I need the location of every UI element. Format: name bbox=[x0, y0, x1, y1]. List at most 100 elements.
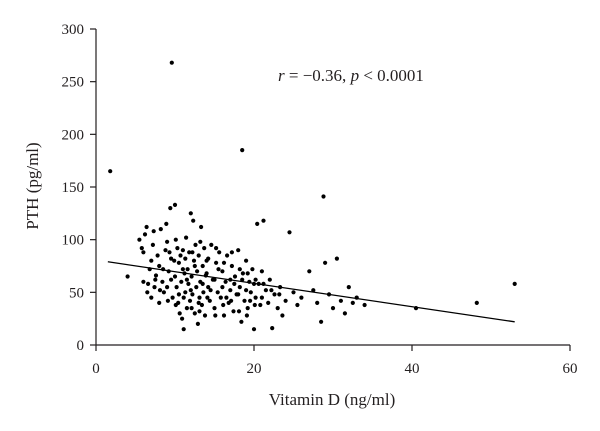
data-point bbox=[283, 298, 288, 303]
data-point bbox=[307, 269, 312, 274]
tick-labels: 0 20 40 60 0 50 100 150 200 250 300 bbox=[62, 22, 578, 377]
data-point bbox=[231, 309, 236, 314]
data-point bbox=[176, 292, 181, 297]
data-point bbox=[193, 242, 198, 247]
data-point bbox=[244, 313, 249, 318]
data-point bbox=[195, 269, 200, 274]
data-point bbox=[139, 246, 144, 251]
data-point bbox=[196, 253, 201, 258]
data-point bbox=[173, 302, 178, 308]
x-tick-label: 60 bbox=[563, 361, 578, 377]
data-point bbox=[512, 281, 517, 286]
data-point bbox=[153, 273, 159, 278]
data-point bbox=[149, 295, 154, 300]
data-point bbox=[151, 229, 156, 234]
y-tick-label: 250 bbox=[62, 75, 85, 91]
data-point bbox=[175, 246, 180, 251]
data-point bbox=[206, 285, 211, 290]
data-point bbox=[180, 267, 185, 272]
data-point bbox=[237, 267, 242, 272]
x-tick-label: 0 bbox=[92, 361, 100, 377]
data-point bbox=[141, 250, 146, 255]
data-point bbox=[342, 311, 347, 316]
data-point bbox=[346, 285, 351, 290]
data-point bbox=[146, 281, 151, 286]
data-point bbox=[197, 295, 202, 300]
data-point bbox=[240, 271, 245, 276]
data-point bbox=[177, 311, 182, 316]
data-point bbox=[474, 300, 479, 305]
y-axis-title: PTH (pg/ml) bbox=[23, 142, 42, 229]
data-point bbox=[242, 298, 247, 303]
data-point bbox=[299, 295, 304, 300]
data-point bbox=[214, 260, 219, 265]
data-point bbox=[224, 295, 229, 300]
data-point bbox=[212, 306, 217, 311]
data-point bbox=[362, 302, 367, 308]
data-point bbox=[191, 218, 196, 223]
data-point bbox=[172, 202, 178, 207]
data-point bbox=[199, 224, 204, 230]
data-point bbox=[180, 316, 185, 321]
data-point bbox=[165, 298, 170, 303]
data-point bbox=[188, 211, 193, 216]
data-point bbox=[205, 295, 210, 300]
data-point bbox=[220, 285, 225, 290]
data-point bbox=[280, 313, 285, 318]
data-point bbox=[202, 246, 207, 251]
data-point bbox=[253, 295, 258, 300]
data-point bbox=[267, 277, 272, 282]
data-point bbox=[212, 277, 217, 282]
data-point bbox=[185, 267, 190, 272]
data-point bbox=[207, 298, 212, 303]
data-point bbox=[261, 218, 266, 223]
data-point bbox=[161, 290, 166, 295]
data-point bbox=[236, 292, 241, 297]
data-point bbox=[218, 295, 223, 300]
data-point bbox=[208, 288, 213, 293]
data-points bbox=[108, 60, 517, 332]
data-point bbox=[250, 267, 255, 272]
data-point bbox=[258, 302, 263, 308]
data-point bbox=[248, 298, 253, 303]
data-point bbox=[157, 300, 162, 305]
data-point bbox=[323, 260, 328, 265]
data-point bbox=[239, 319, 244, 324]
data-point bbox=[192, 311, 197, 316]
r-symbol: r bbox=[278, 66, 285, 85]
data-point bbox=[206, 256, 211, 261]
correlation-annotation: r = −0.36, p < 0.0001 bbox=[278, 66, 424, 85]
data-point bbox=[223, 279, 228, 284]
data-point bbox=[229, 263, 234, 269]
data-point bbox=[237, 285, 242, 290]
x-tick-label: 20 bbox=[247, 361, 262, 377]
data-point bbox=[229, 298, 234, 303]
data-point bbox=[277, 292, 282, 297]
data-point bbox=[229, 250, 234, 255]
data-point bbox=[144, 224, 149, 230]
data-point bbox=[187, 250, 192, 255]
y-tick-label: 200 bbox=[62, 127, 85, 143]
data-point bbox=[169, 60, 174, 65]
data-point bbox=[350, 300, 355, 305]
data-point bbox=[225, 253, 230, 258]
data-point bbox=[157, 288, 163, 293]
data-point bbox=[189, 306, 194, 311]
data-point bbox=[192, 263, 197, 269]
axes bbox=[90, 28, 571, 351]
data-point bbox=[266, 300, 271, 305]
y-tick-label: 150 bbox=[62, 180, 85, 196]
data-point bbox=[186, 281, 191, 286]
data-point bbox=[263, 288, 268, 293]
data-point bbox=[145, 290, 150, 295]
data-point bbox=[253, 277, 258, 282]
data-point bbox=[181, 295, 186, 300]
data-point bbox=[269, 288, 274, 293]
r-value: = −0.36, bbox=[285, 66, 351, 85]
data-point bbox=[330, 306, 336, 311]
data-point bbox=[196, 300, 201, 305]
data-point bbox=[152, 285, 157, 290]
data-point bbox=[252, 302, 257, 308]
data-point bbox=[164, 221, 169, 226]
data-point bbox=[272, 292, 277, 297]
